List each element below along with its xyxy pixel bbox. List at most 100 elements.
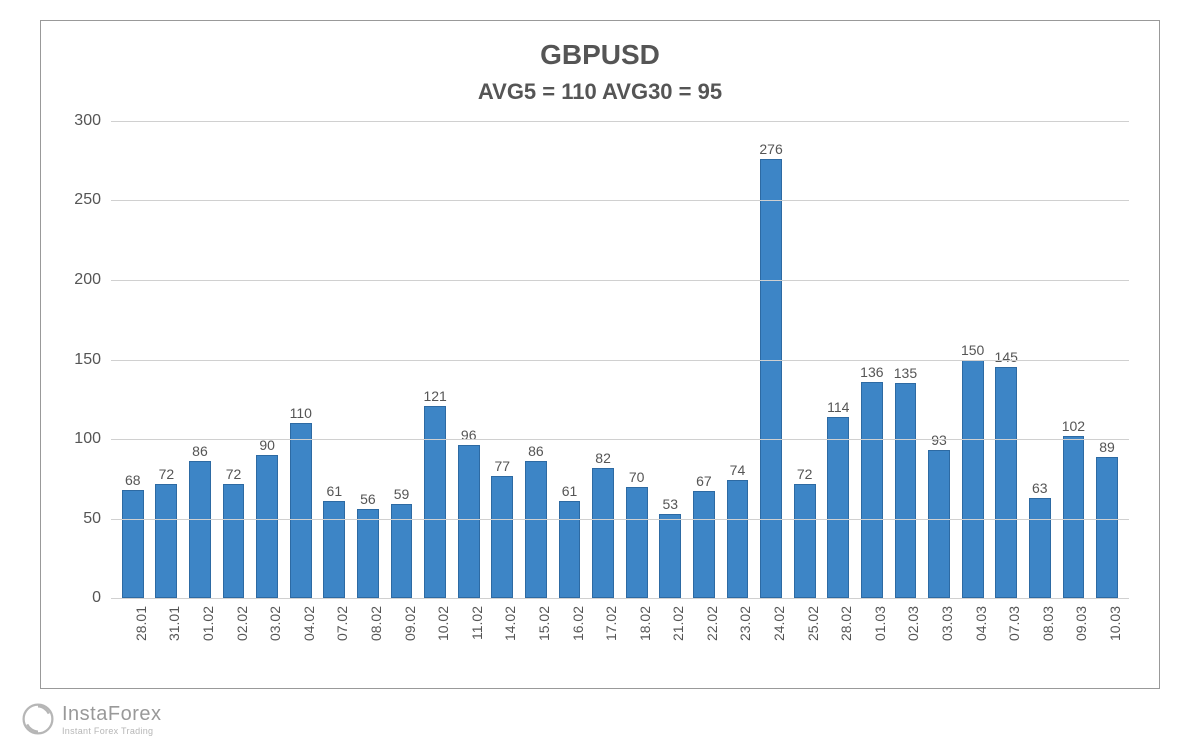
bar: 72 — [794, 484, 816, 598]
y-axis-tick-label: 200 — [74, 271, 101, 289]
bar-value-label: 114 — [827, 399, 849, 415]
gridline — [111, 200, 1129, 201]
x-axis-tick-label: 23.02 — [737, 606, 753, 641]
x-axis-tick-label: 07.02 — [334, 606, 350, 641]
bar-value-label: 77 — [495, 458, 511, 474]
y-axis-tick-label: 300 — [74, 112, 101, 130]
bar-value-label: 121 — [423, 388, 446, 404]
x-axis-tick-label: 01.02 — [200, 606, 216, 641]
y-axis-tick-label: 50 — [83, 510, 101, 528]
watermark-tagline: Instant Forex Trading — [62, 726, 161, 736]
bar: 86 — [525, 461, 547, 598]
x-axis-tick-label: 25.02 — [805, 606, 821, 641]
x-axis-tick-label: 11.02 — [469, 606, 485, 640]
x-axis-tick-label: 10.02 — [435, 606, 451, 641]
bar: 63 — [1029, 498, 1051, 598]
brand-icon — [20, 701, 56, 737]
bar: 70 — [626, 487, 648, 598]
x-axis-tick-label: 14.02 — [502, 606, 518, 641]
x-axis-tick-label: 09.02 — [402, 606, 418, 641]
bar-value-label: 110 — [290, 405, 312, 421]
gridline — [111, 280, 1129, 281]
bar: 89 — [1096, 457, 1118, 599]
bar-value-label: 86 — [192, 443, 208, 459]
x-axis-tick-label: 21.02 — [670, 606, 686, 641]
bar: 82 — [592, 468, 614, 598]
bar-value-label: 145 — [995, 349, 1018, 365]
x-axis-tick-label: 02.02 — [234, 606, 250, 641]
x-axis-tick-label: 15.02 — [536, 606, 552, 641]
x-axis-tick-label: 24.02 — [771, 606, 787, 641]
bar: 56 — [357, 509, 379, 598]
bar-value-label: 102 — [1062, 418, 1085, 434]
bar: 114 — [827, 417, 849, 598]
bar: 67 — [693, 491, 715, 598]
bar: 61 — [559, 501, 581, 598]
bar-value-label: 276 — [759, 141, 782, 157]
bar-value-label: 136 — [860, 364, 883, 380]
bar: 74 — [727, 480, 749, 598]
x-axis-tick-label: 08.03 — [1040, 606, 1056, 641]
x-axis-tick-label: 07.03 — [1006, 606, 1022, 641]
bar: 72 — [223, 484, 245, 598]
bar-value-label: 67 — [696, 473, 712, 489]
bar: 276 — [760, 159, 782, 598]
x-axis-tick-label: 08.02 — [368, 606, 384, 641]
bar-value-label: 59 — [394, 486, 410, 502]
bar-value-label: 61 — [327, 483, 343, 499]
x-axis-tick-label: 31.01 — [166, 606, 182, 641]
x-axis-tick-label: 17.02 — [603, 606, 619, 641]
bar-value-label: 70 — [629, 469, 645, 485]
y-axis-tick-label: 250 — [74, 191, 101, 209]
bar-value-label: 72 — [797, 466, 813, 482]
chart-title: GBPUSD — [41, 39, 1159, 71]
bar: 77 — [491, 476, 513, 598]
x-axis-tick-label: 04.03 — [973, 606, 989, 641]
bar: 136 — [861, 382, 883, 598]
chart-container: GBPUSD AVG5 = 110 AVG30 = 95 6828.017231… — [40, 20, 1160, 689]
bar-value-label: 56 — [360, 491, 376, 507]
bar-value-label: 72 — [159, 466, 175, 482]
x-axis-tick-label: 10.03 — [1107, 606, 1123, 641]
bar-value-label: 53 — [662, 496, 678, 512]
bar: 150 — [962, 360, 984, 599]
x-axis-tick-label: 09.03 — [1073, 606, 1089, 641]
gridline — [111, 121, 1129, 122]
bar-value-label: 86 — [528, 443, 544, 459]
chart-subtitle: AVG5 = 110 AVG30 = 95 — [41, 79, 1159, 105]
bar-value-label: 150 — [961, 342, 984, 358]
gridline — [111, 360, 1129, 361]
bar-value-label: 93 — [931, 432, 947, 448]
x-axis-tick-label: 28.02 — [838, 606, 854, 641]
y-axis-tick-label: 150 — [74, 351, 101, 369]
bar: 68 — [122, 490, 144, 598]
x-axis-tick-label: 03.03 — [939, 606, 955, 641]
bar: 102 — [1063, 436, 1085, 598]
x-axis-tick-label: 28.01 — [133, 606, 149, 641]
bar: 121 — [424, 406, 446, 598]
bar: 96 — [458, 445, 480, 598]
y-axis-tick-label: 0 — [92, 589, 101, 607]
x-axis-tick-label: 16.02 — [570, 606, 586, 641]
bar: 135 — [895, 383, 917, 598]
x-axis-tick-label: 02.03 — [905, 606, 921, 641]
x-axis-tick-label: 18.02 — [637, 606, 653, 641]
bar: 93 — [928, 450, 950, 598]
bar-value-label: 135 — [894, 365, 917, 381]
bar-value-label: 68 — [125, 472, 141, 488]
gridline — [111, 439, 1129, 440]
bar-value-label: 63 — [1032, 480, 1048, 496]
watermark-brand: InstaForex — [62, 703, 161, 726]
bar: 90 — [256, 455, 278, 598]
x-axis-tick-label: 22.02 — [704, 606, 720, 641]
x-axis-tick-label: 04.02 — [301, 606, 317, 641]
x-axis-tick-label: 03.02 — [267, 606, 283, 641]
bar-value-label: 82 — [595, 450, 611, 466]
plot-area: 6828.017231.018601.027202.029003.0211004… — [111, 121, 1129, 598]
gridline — [111, 598, 1129, 599]
bar: 145 — [995, 367, 1017, 598]
bar: 61 — [323, 501, 345, 598]
watermark-text: InstaForex Instant Forex Trading — [62, 703, 161, 736]
bar-value-label: 72 — [226, 466, 242, 482]
bar: 86 — [189, 461, 211, 598]
